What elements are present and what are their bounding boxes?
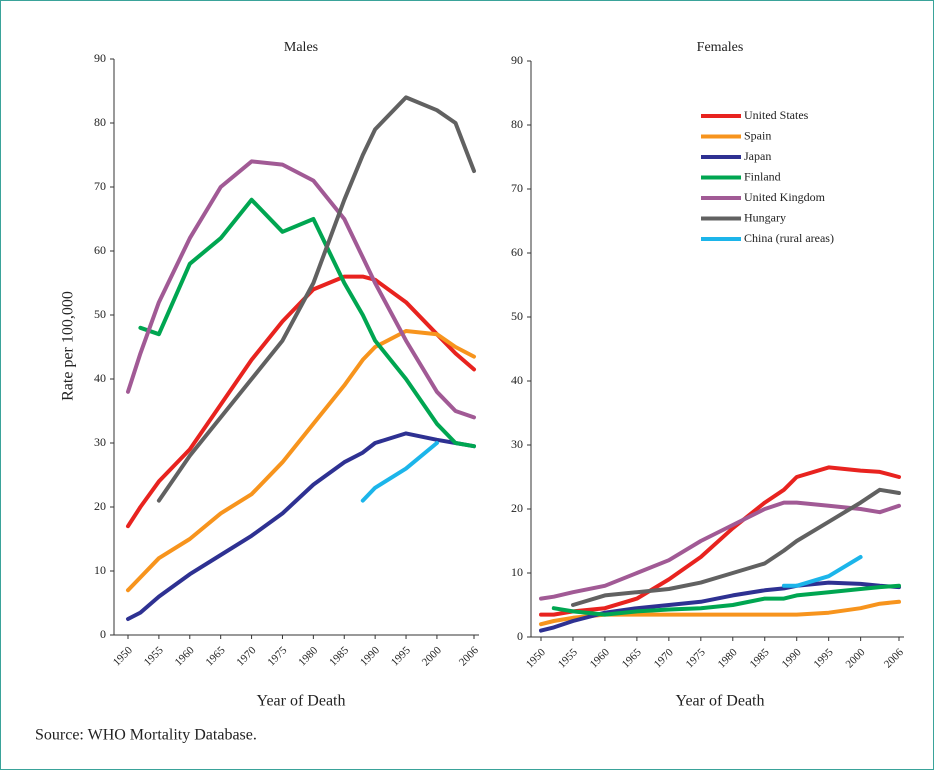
y-tick-label: 90 bbox=[511, 53, 523, 67]
legend-label: United Kingdom bbox=[744, 190, 826, 204]
x-tick-label: 1990 bbox=[780, 646, 804, 670]
legend-label: Spain bbox=[744, 128, 771, 142]
x-tick-label: 2000 bbox=[420, 644, 444, 668]
series-line bbox=[360, 441, 439, 503]
series-line bbox=[126, 274, 476, 529]
x-tick-label: 1950 bbox=[111, 644, 135, 668]
x-tick-label: 2006 bbox=[457, 644, 481, 668]
x-axis-label: Year of Death bbox=[675, 693, 764, 710]
x-tick-label: 1990 bbox=[358, 644, 382, 668]
y-tick-label: 50 bbox=[511, 309, 523, 323]
y-tick-label: 90 bbox=[94, 51, 106, 65]
y-tick-label: 50 bbox=[94, 307, 106, 321]
y-tick-label: 40 bbox=[94, 371, 106, 385]
y-tick-label: 70 bbox=[511, 181, 523, 195]
y-tick-label: 80 bbox=[511, 117, 523, 131]
x-tick-label: 1980 bbox=[716, 646, 740, 670]
series-line bbox=[156, 95, 476, 503]
x-tick-label: 1960 bbox=[588, 646, 612, 670]
y-tick-label: 40 bbox=[511, 373, 523, 387]
x-tick-label: 2000 bbox=[844, 646, 868, 670]
series-line bbox=[781, 555, 863, 588]
y-tick-label: 0 bbox=[100, 627, 106, 641]
y-tick-label: 10 bbox=[94, 563, 106, 577]
y-axis-label: Rate per 100,000 bbox=[60, 291, 77, 401]
y-tick-label: 80 bbox=[94, 115, 106, 129]
x-tick-label: 1975 bbox=[684, 646, 708, 670]
x-tick-label: 1985 bbox=[748, 646, 772, 670]
x-tick-label: 1995 bbox=[812, 646, 836, 670]
y-tick-label: 60 bbox=[94, 243, 106, 257]
x-tick-label: 1970 bbox=[652, 646, 676, 670]
x-tick-label: 1975 bbox=[265, 644, 289, 668]
y-tick-label: 70 bbox=[94, 179, 106, 193]
x-tick-label: 2006 bbox=[882, 646, 906, 670]
series-line bbox=[551, 583, 901, 617]
x-tick-label: 1985 bbox=[327, 644, 351, 668]
y-tick-label: 20 bbox=[511, 501, 523, 515]
x-axis-label: Year of Death bbox=[256, 693, 345, 710]
x-tick-label: 1980 bbox=[296, 644, 320, 668]
legend-label: China (rural areas) bbox=[744, 231, 834, 245]
x-tick-label: 1950 bbox=[524, 646, 548, 670]
series-line bbox=[539, 465, 901, 617]
y-tick-label: 20 bbox=[94, 499, 106, 513]
x-tick-label: 1965 bbox=[620, 646, 644, 670]
source-note: Source: WHO Mortality Database. bbox=[35, 727, 257, 744]
series-line bbox=[126, 431, 476, 621]
x-tick-label: 1960 bbox=[173, 644, 197, 668]
y-tick-label: 10 bbox=[511, 565, 523, 579]
chart-title: Females bbox=[697, 40, 744, 55]
series-line bbox=[138, 197, 476, 449]
legend-label: Japan bbox=[744, 149, 771, 163]
legend-label: Finland bbox=[744, 169, 781, 183]
x-tick-label: 1955 bbox=[556, 646, 580, 670]
series-line bbox=[571, 487, 901, 607]
series-line bbox=[539, 580, 901, 633]
x-tick-label: 1995 bbox=[389, 644, 413, 668]
y-tick-label: 30 bbox=[94, 435, 106, 449]
x-tick-label: 1970 bbox=[234, 644, 258, 668]
y-tick-label: 0 bbox=[517, 629, 523, 643]
series-line bbox=[126, 159, 476, 420]
chart-title: Males bbox=[284, 40, 318, 55]
x-tick-label: 1965 bbox=[204, 644, 228, 668]
y-tick-label: 60 bbox=[511, 245, 523, 259]
legend-label: Hungary bbox=[744, 210, 786, 224]
x-tick-label: 1955 bbox=[142, 644, 166, 668]
y-tick-label: 30 bbox=[511, 437, 523, 451]
legend-label: United States bbox=[744, 108, 809, 122]
series-line bbox=[126, 329, 476, 593]
